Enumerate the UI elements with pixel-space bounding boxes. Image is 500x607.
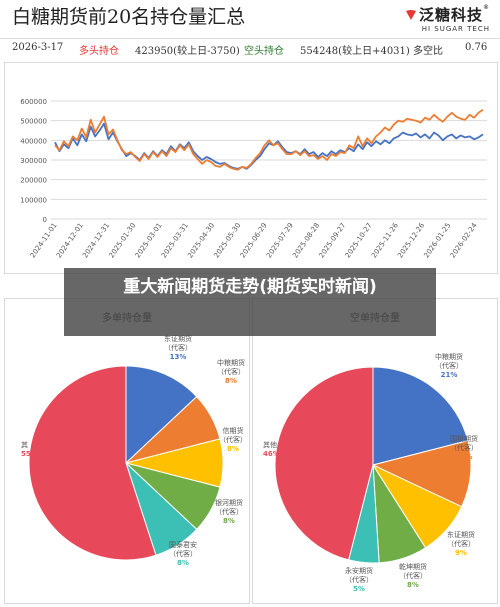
pie-label-line: 中粮期货	[217, 358, 245, 367]
ratio-label: 多空比	[413, 46, 443, 57]
pie-label-line: （代客）	[345, 575, 373, 584]
x-tick-label: 2025-12-26	[396, 221, 426, 259]
pie-label-line: （代客）	[215, 507, 243, 516]
news-banner[interactable]: 重大新闻期货走势(期货实时新闻)	[64, 268, 436, 336]
pie-label-line: 11%	[456, 453, 473, 461]
pie-label-line: 国泰君安	[169, 540, 197, 549]
report-date: 2026-3-17	[12, 42, 64, 53]
pie-label-line: （代客）	[447, 539, 475, 548]
long-label: 多头持仓	[79, 46, 119, 57]
pie-label-line: 银河期货	[215, 498, 243, 507]
y-tick-label: 600000	[20, 98, 47, 106]
pie-label-line: （代客）	[169, 549, 197, 558]
pie-label-line: 永安期货	[345, 566, 373, 575]
long-pie-panel: 多单持仓量 东证期货（代客）13%中粮期货（代客）8%信期货（代客）8%银河期货…	[4, 298, 250, 604]
line-chart-panel: 0 100000 200000 300000 400000 500000 600000 202…	[4, 62, 498, 274]
pie-label: 银河期货（代客） 8%	[215, 498, 243, 525]
pie-slice	[371, 440, 472, 508]
pie-label: 中粮期货（代客） 8%	[217, 358, 245, 385]
x-tick-label: 2025-08-28	[291, 222, 321, 260]
short-position-line	[54, 109, 484, 171]
header: 白糖期货前20名持仓量汇总 泛糖科技® HI SUGAR TECH	[0, 0, 500, 39]
pie-label-line: 中粮期货	[435, 352, 463, 361]
pie-slice	[125, 365, 198, 465]
pie-label: 其 55	[21, 441, 31, 458]
short-label: 空头持仓	[244, 46, 284, 57]
long-value: 423950(较上日-3750)	[135, 46, 240, 57]
brand-mark-icon	[405, 10, 416, 20]
pie-label-line: 55	[21, 450, 31, 458]
y-tick-label: 400000	[20, 137, 47, 145]
x-tick-label: 2026-01-25	[422, 222, 452, 260]
pie-label-line: 8%	[227, 445, 239, 453]
pie-label: 信期货（代客） 8%	[219, 426, 247, 453]
y-tick-label: 200000	[20, 177, 47, 185]
short-value: 554248(较上日+4031)	[300, 46, 410, 57]
short-pie-panel: 空单持仓量 中粮期货（代客）21%国投期货（代客）11%东证期货（代客）9%乾坤…	[252, 298, 498, 604]
x-tick-label: 2025-11-26	[370, 221, 400, 259]
pie-label-line: （代客）	[435, 361, 463, 370]
pie-slice	[372, 366, 469, 466]
pie-label-line: 其他	[263, 440, 277, 449]
pie-label-line: 东证期货	[447, 530, 475, 539]
long-pie-chart: 东证期货（代客） 13%中粮期货（代客） 8%信期货（代客） 8%银河期货（代客） 8%…	[21, 334, 247, 567]
pie-label-line: 5%	[353, 585, 365, 593]
ratio-value: 0.76	[465, 42, 488, 53]
long-position-line	[54, 122, 484, 170]
open-interest-line-chart: 0 100000 200000 300000 400000 500000 600000 202…	[20, 98, 487, 260]
pie-label-line: （代客）	[450, 443, 478, 452]
pie-label-line: 8%	[225, 377, 237, 385]
pie-label-line: （代客）	[217, 367, 245, 376]
pie-label-line: （代客）	[219, 435, 247, 444]
brand-logo: 泛糖科技® HI SUGAR TECH	[405, 4, 490, 33]
x-tick-label: 2025-04-30	[186, 222, 216, 260]
x-tick-label: 2025-05-30	[212, 222, 242, 260]
y-tick-label: 500000	[20, 118, 47, 126]
summary-bar: 2026-3-17 多头持仓 423950(较上日-3750) 空头持仓 554…	[0, 38, 500, 60]
pie-label-line: 8%	[407, 581, 419, 589]
pie-label-line: 信期货	[223, 426, 244, 435]
pie-label-line: 东证期货	[164, 334, 192, 343]
pie-label-line: 国投期货	[450, 434, 478, 443]
logo-subtitle: HI SUGAR TECH	[421, 25, 490, 33]
pie-label: 永安期货（代客） 5%	[345, 566, 373, 593]
pie-label: 国泰君安（代客） 8%	[169, 540, 197, 567]
pie-label: 其他 46%	[263, 440, 280, 458]
pie-label: 中粮期货（代客） 21%	[435, 352, 463, 379]
pie-label-line: 其	[21, 441, 28, 449]
logo-text: 泛糖科技	[418, 6, 483, 24]
registered-mark: ®	[483, 4, 490, 11]
x-tick-label: 2024-12-01	[55, 222, 85, 260]
y-tick-label: 300000	[20, 157, 47, 165]
page-title: 白糖期货前20名持仓量汇总	[12, 6, 246, 28]
pie-label: 国投期货（代客） 11%	[450, 434, 478, 461]
x-tick-label: 2024-12-31	[81, 222, 111, 260]
pie-label: 乾坤期货（代客） 8%	[399, 562, 427, 589]
y-tick-label: 100000	[20, 196, 47, 204]
pie-label-line: 9%	[455, 549, 467, 557]
pie-label: 东证期货（代客） 13%	[164, 334, 192, 361]
pie-label-line: 8%	[223, 517, 235, 525]
pie-slice	[28, 365, 157, 561]
pie-label-line: （代客）	[399, 571, 427, 580]
pie-label: 东证期货（代客） 9%	[447, 530, 475, 557]
x-tick-label: 2024-11-01	[29, 222, 59, 260]
short-pie-chart: 中粮期货（代客） 21%国投期货（代客） 11%东证期货（代客） 9%乾坤期货（代客）…	[263, 352, 478, 593]
x-tick-label: 2025-01-30	[107, 222, 137, 260]
pie-slice	[274, 366, 374, 561]
pie-label-line: 13%	[170, 353, 187, 361]
pie-label-line: 46%	[263, 450, 280, 458]
y-tick-label: 0	[43, 216, 47, 224]
x-tick-label: 2025-09-27	[317, 222, 347, 260]
x-tick-label: 2026-02-24	[449, 221, 479, 259]
x-tick-label: 2025-07-29	[265, 222, 295, 260]
x-tick-label: 2025-06-29	[239, 222, 269, 260]
pie-label-line: 8%	[177, 559, 189, 567]
x-tick-label: 2025-03-01	[134, 222, 164, 260]
pie-label-line: 乾坤期货	[399, 562, 427, 571]
pie-label-line: （代客）	[164, 343, 192, 352]
x-tick-label: 2025-03-31	[160, 222, 190, 260]
pie-label-line: 21%	[441, 371, 458, 379]
x-tick-label: 2025-10-27	[344, 222, 374, 260]
